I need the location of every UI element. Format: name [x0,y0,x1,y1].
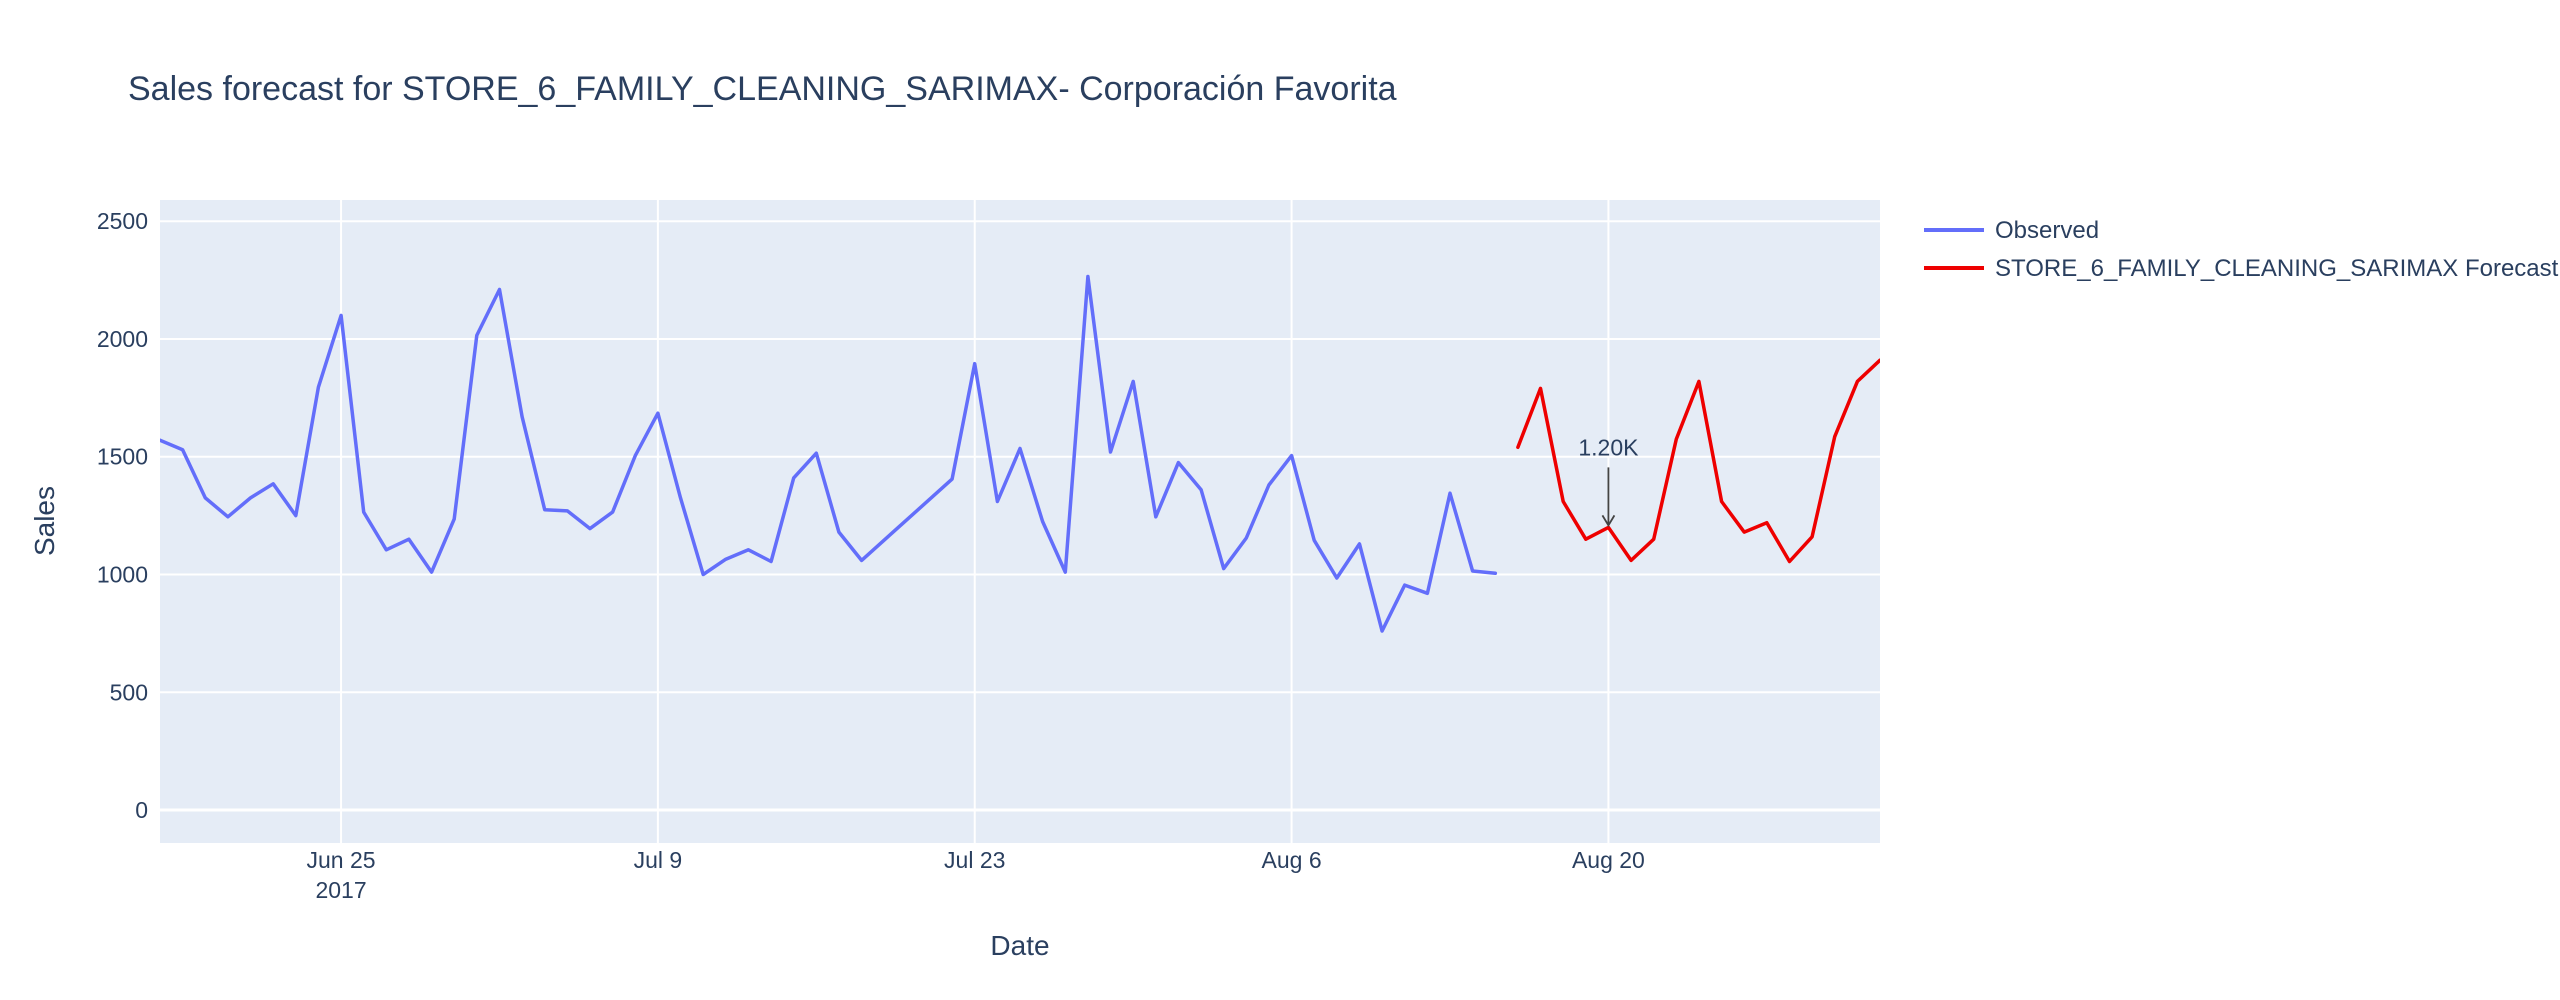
series-lines [160,274,1880,633]
plot-background [160,200,1880,843]
x-tick-sublabel: 2017 [315,877,366,903]
y-tick-labels: 0 500 1000 1500 2000 2500 [97,208,148,823]
series-line-observed [160,274,1498,633]
y-tick-label: 0 [135,797,148,823]
x-tick-label: Aug 6 [1262,847,1322,873]
legend-label: Observed [1995,217,2099,244]
annotation-label: 1.20K [1578,434,1639,460]
legend-item-forecast[interactable]: STORE_6_FAMILY_CLEANING_SARIMAX Forecast [1924,255,2559,282]
legend-label: STORE_6_FAMILY_CLEANING_SARIMAX Forecast [1995,255,2559,282]
legend-item-observed[interactable]: Observed [1924,217,2099,244]
series-line-forecast [1516,358,1880,564]
x-tick-label: Aug 20 [1572,847,1645,873]
legend[interactable]: Observed STORE_6_FAMILY_CLEANING_SARIMAX … [1924,217,2559,282]
annotation-arrow-head [1601,514,1616,528]
y-tick-label: 1000 [97,561,148,587]
y-tick-label: 500 [110,679,148,705]
grid-lines [160,200,1880,843]
y-tick-label: 1500 [97,444,148,470]
annotations: 1.20K [1578,434,1639,528]
x-tick-labels: Jun 25 2017 Jul 9 Jul 23 Aug 6 Aug 20 [307,847,1645,903]
x-tick-label: Jul 23 [944,847,1005,873]
x-tick-label: Jun 25 [307,847,376,873]
y-tick-label: 2500 [97,208,148,234]
chart-title: Sales forecast for STORE_6_FAMILY_CLEANI… [128,70,1397,108]
y-tick-label: 2000 [97,326,148,352]
x-tick-label: Jul 9 [634,847,683,873]
x-axis-title: Date [990,930,1049,961]
y-axis-title: Sales [29,486,60,556]
